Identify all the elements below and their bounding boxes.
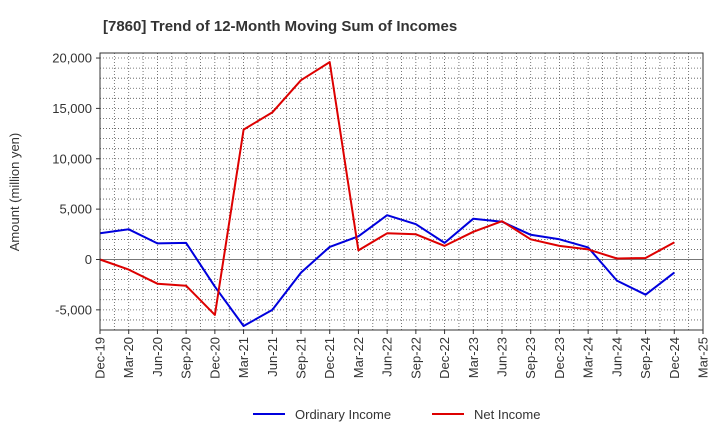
x-tick-label: Mar-24 [581, 337, 596, 378]
x-tick-label: Dec-23 [552, 337, 567, 379]
grid [100, 53, 703, 331]
x-tick-label: Jun-22 [380, 337, 395, 377]
x-tick-label: Jun-20 [150, 337, 165, 377]
y-tick-label: 15,000 [52, 101, 92, 116]
y-tick-label: 5,000 [59, 202, 92, 217]
y-tick-label: -5,000 [55, 302, 92, 317]
x-tick-label: Dec-24 [667, 337, 682, 379]
x-axis: Dec-19 Mar-20 Jun-20 Sep-20 Dec-20 Mar-21 Jun-… [93, 330, 711, 379]
x-tick-label: Mar-20 [121, 337, 136, 378]
x-tick-label: Jun-21 [265, 337, 280, 377]
x-tick-label: Sep-22 [408, 337, 423, 379]
x-tick-label: Mar-22 [351, 337, 366, 378]
series-line-ordinary-income [99, 214, 675, 327]
y-tick-label: 20,000 [52, 51, 92, 66]
plot-frame [99, 52, 704, 331]
x-tick-label: Mar-25 [696, 337, 711, 378]
x-tick-label: Jun-24 [609, 337, 624, 377]
x-tick-label: Mar-21 [236, 337, 251, 378]
legend-label-net-income: Net Income [474, 407, 540, 422]
x-tick-label: Jun-23 [495, 337, 510, 377]
x-tick-label: Sep-24 [638, 337, 653, 379]
y-tick-label: 0 [85, 252, 92, 267]
x-tick-label: Mar-23 [466, 337, 481, 378]
x-tick-label: Dec-22 [437, 337, 452, 379]
x-tick-label: Dec-19 [93, 337, 108, 379]
y-tick-label: 10,000 [52, 151, 92, 166]
x-tick-label: Dec-21 [322, 337, 337, 379]
series-group [99, 61, 675, 327]
x-tick-label: Sep-20 [179, 337, 194, 379]
x-tick-label: Dec-20 [207, 337, 222, 379]
chart-title: [7860] Trend of 12-Month Moving Sum of I… [103, 18, 457, 35]
series-line-net-income [99, 61, 675, 316]
legend-label-ordinary-income: Ordinary Income [295, 407, 391, 422]
x-tick-label: Sep-23 [523, 337, 538, 379]
y-axis-label: Amount (million yen) [7, 133, 22, 252]
y-axis: -5,000 0 5,000 10,000 15,000 20,000 [52, 51, 100, 317]
legend: Ordinary Income Net Income [253, 407, 540, 422]
x-tick-label: Sep-21 [294, 337, 309, 379]
